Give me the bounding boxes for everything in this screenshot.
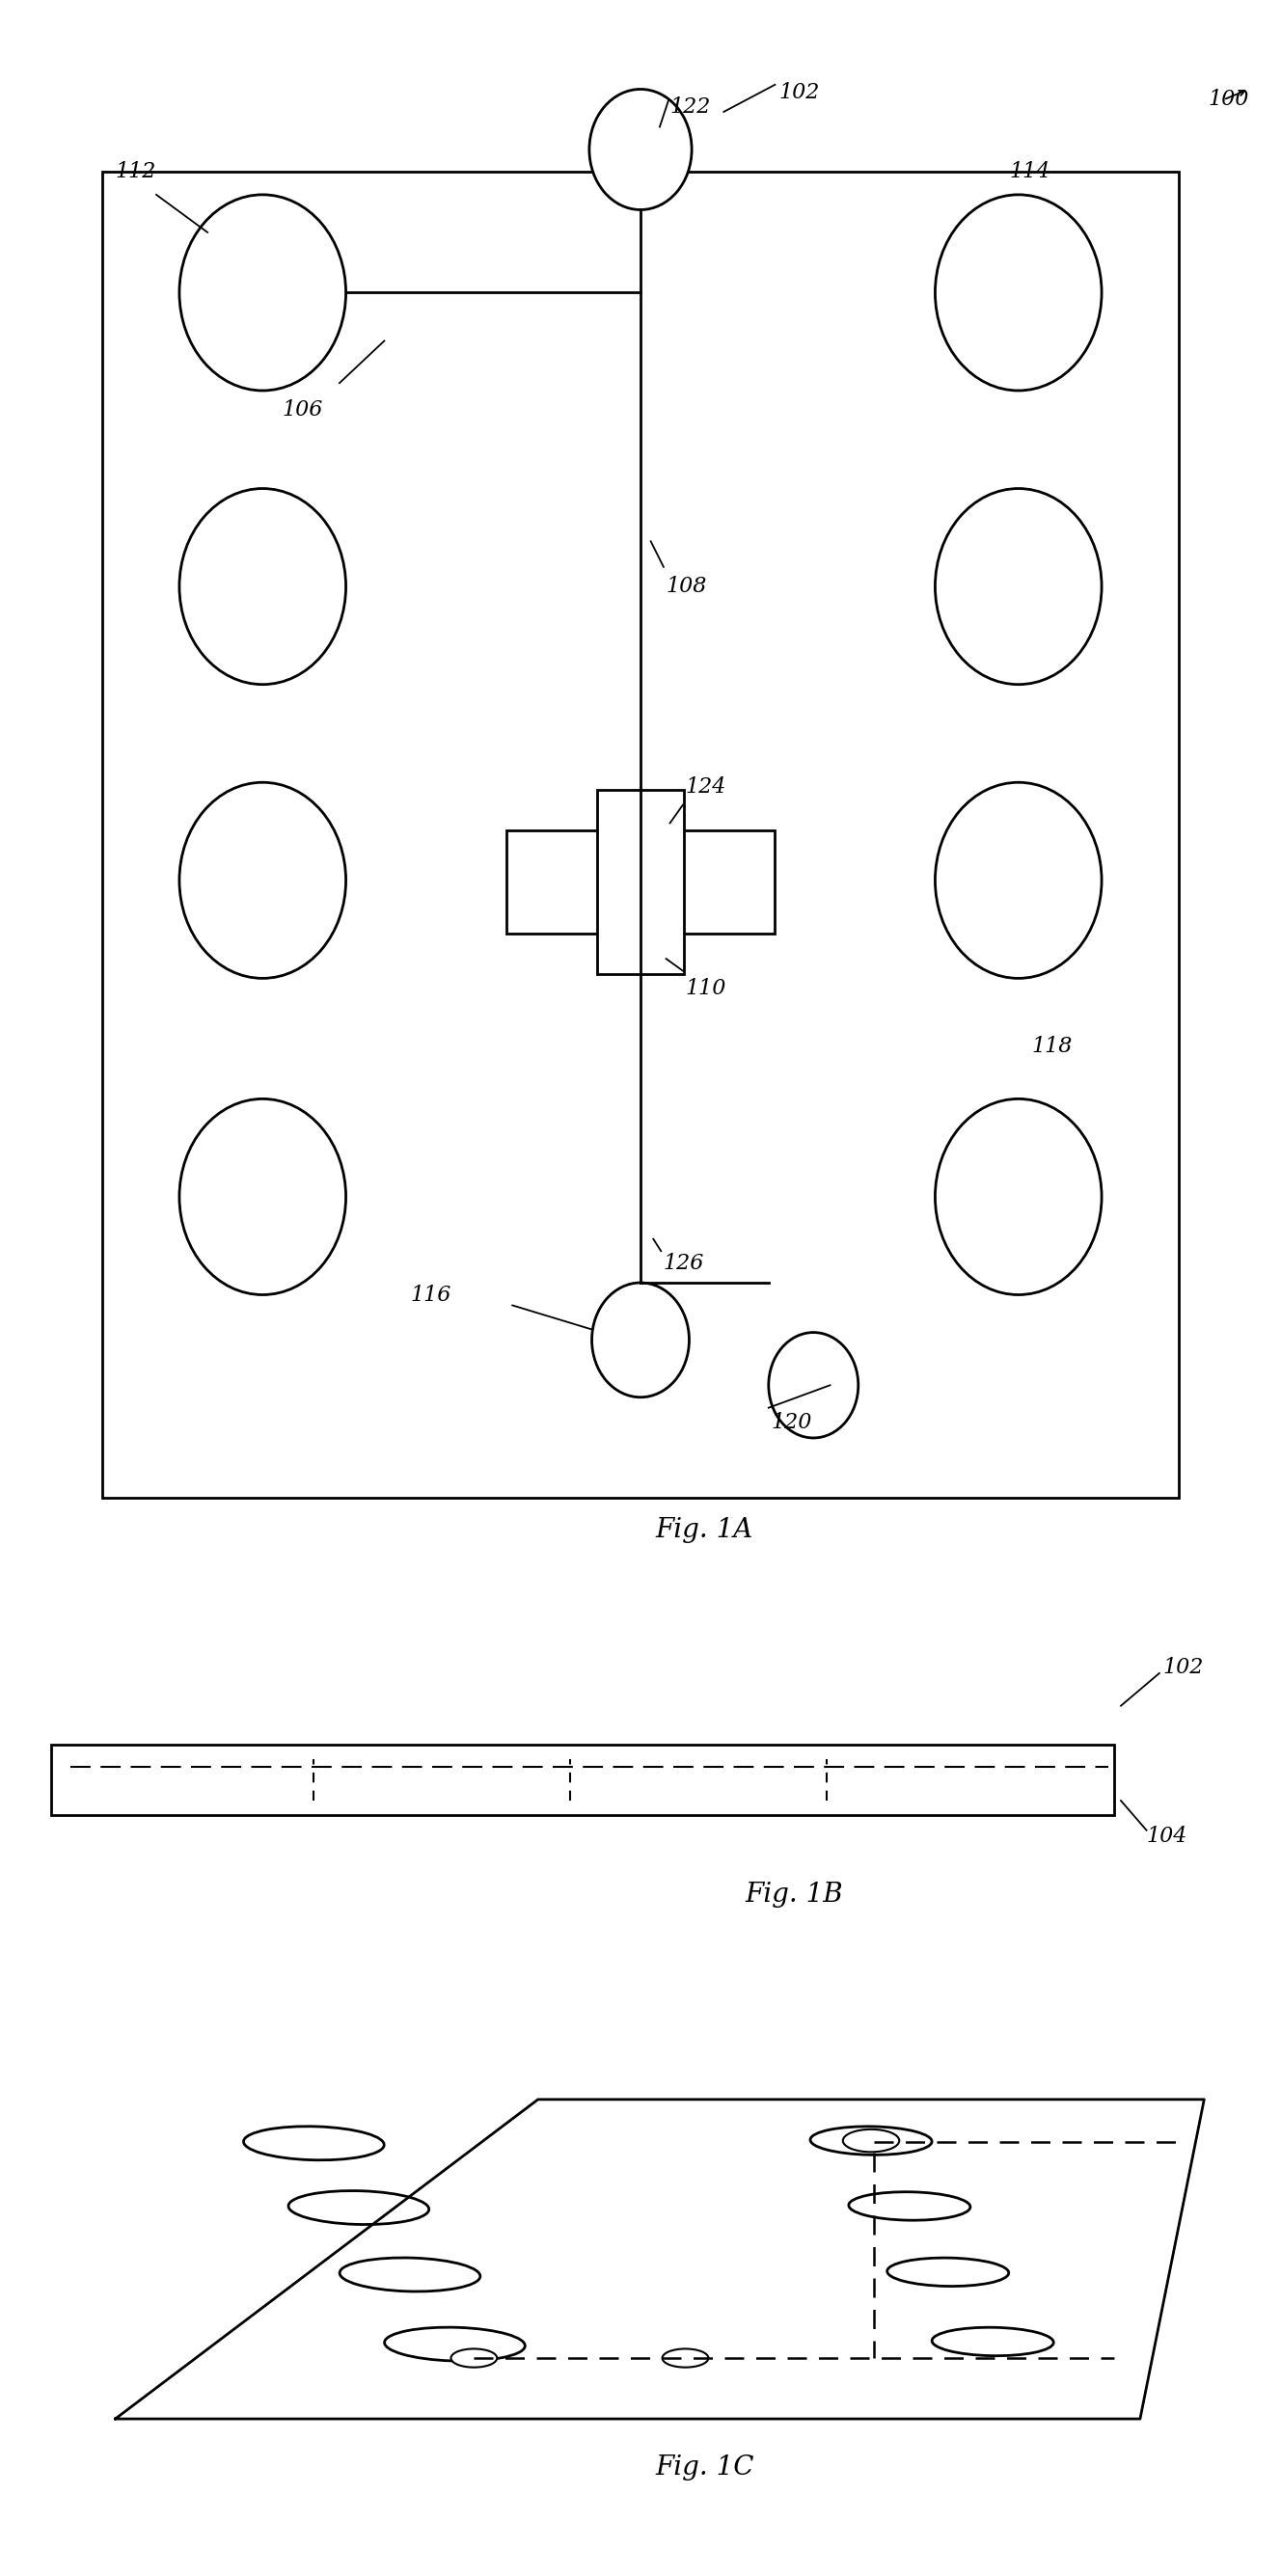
Ellipse shape (339, 2257, 480, 2293)
Circle shape (179, 783, 346, 979)
Text: 108: 108 (666, 577, 707, 598)
Ellipse shape (811, 2125, 931, 2156)
Bar (51, 1744, 1114, 1816)
Text: 102: 102 (1163, 1656, 1204, 1677)
Ellipse shape (933, 2326, 1053, 2357)
Ellipse shape (288, 2190, 429, 2226)
Text: 114: 114 (1009, 162, 1050, 183)
Ellipse shape (849, 2192, 970, 2221)
Circle shape (592, 1283, 689, 1396)
Bar (102, 173, 1179, 1499)
Text: 106: 106 (282, 399, 323, 420)
Text: Fig. 1B: Fig. 1B (746, 1880, 843, 1906)
Ellipse shape (243, 2125, 384, 2161)
Circle shape (179, 196, 346, 392)
Text: Fig. 1A: Fig. 1A (656, 1517, 753, 1543)
Circle shape (179, 489, 346, 685)
Circle shape (589, 90, 692, 209)
Circle shape (451, 2349, 497, 2367)
Text: 104: 104 (1146, 1826, 1187, 1847)
Circle shape (179, 1100, 346, 1296)
Text: 116: 116 (410, 1285, 451, 1306)
Bar (506, 829, 775, 933)
Circle shape (769, 1332, 858, 1437)
Text: 102: 102 (779, 82, 820, 103)
Text: 118: 118 (1031, 1036, 1072, 1056)
Bar (597, 791, 684, 974)
Circle shape (662, 2349, 708, 2367)
Text: Fig. 1C: Fig. 1C (655, 2455, 755, 2481)
Text: 100: 100 (1208, 90, 1249, 111)
Text: 124: 124 (685, 775, 726, 799)
Text: 110: 110 (685, 979, 726, 999)
Text: 120: 120 (771, 1412, 812, 1432)
Text: 126: 126 (664, 1252, 705, 1273)
Circle shape (935, 196, 1102, 392)
Circle shape (843, 2130, 899, 2151)
Circle shape (935, 489, 1102, 685)
Circle shape (935, 783, 1102, 979)
Ellipse shape (888, 2257, 1008, 2287)
Text: 112: 112 (115, 162, 156, 183)
Ellipse shape (384, 2326, 525, 2362)
Text: 122: 122 (670, 98, 711, 118)
Circle shape (935, 1100, 1102, 1296)
